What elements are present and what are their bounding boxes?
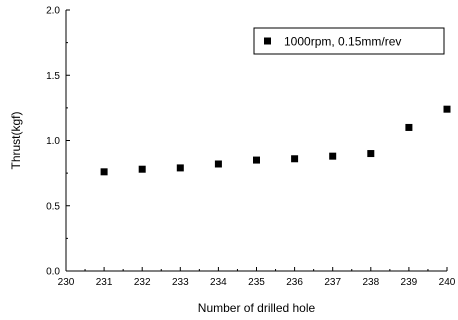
x-tick-label: 240 — [439, 277, 456, 288]
y-tick-label: 0.5 — [46, 201, 60, 212]
data-point — [405, 123, 413, 131]
x-tick-label: 231 — [96, 277, 113, 288]
x-tick-label: 235 — [248, 277, 265, 288]
x-tick-label: 233 — [172, 277, 189, 288]
y-axis-title: Thrust(kgf) — [9, 111, 23, 169]
y-tick-label: 1.5 — [46, 71, 60, 82]
legend-label: 1000rpm, 0.15mm/rev — [284, 35, 401, 49]
legend: 1000rpm, 0.15mm/rev — [253, 27, 445, 55]
y-tick-label: 2.0 — [46, 6, 60, 17]
x-tick-label: 237 — [324, 277, 341, 288]
data-point — [214, 160, 222, 168]
x-tick-label: 234 — [210, 277, 227, 288]
data-point — [138, 165, 146, 173]
x-tick-label: 238 — [362, 277, 379, 288]
data-point — [176, 164, 184, 172]
data-point — [443, 105, 451, 113]
legend-box — [253, 27, 445, 55]
data-point — [367, 150, 375, 158]
x-axis-title: Number of drilled hole — [198, 301, 316, 315]
data-point — [100, 168, 108, 176]
y-ticks: 0.0 0.5 1.0 1.5 2.0 — [46, 6, 70, 278]
x-ticks: 230 231 232 233 234 235 236 237 238 239 240 — [58, 267, 456, 288]
data-point — [291, 155, 299, 163]
data-points — [100, 105, 451, 176]
data-point — [329, 152, 337, 160]
data-point — [253, 156, 260, 164]
legend-marker — [264, 37, 271, 45]
x-tick-label: 230 — [58, 277, 75, 288]
y-tick-label: 1.0 — [46, 136, 60, 147]
x-tick-label: 239 — [401, 277, 418, 288]
x-tick-label: 236 — [286, 277, 303, 288]
x-tick-label: 232 — [134, 277, 151, 288]
y-tick-label: 0.0 — [46, 267, 60, 278]
